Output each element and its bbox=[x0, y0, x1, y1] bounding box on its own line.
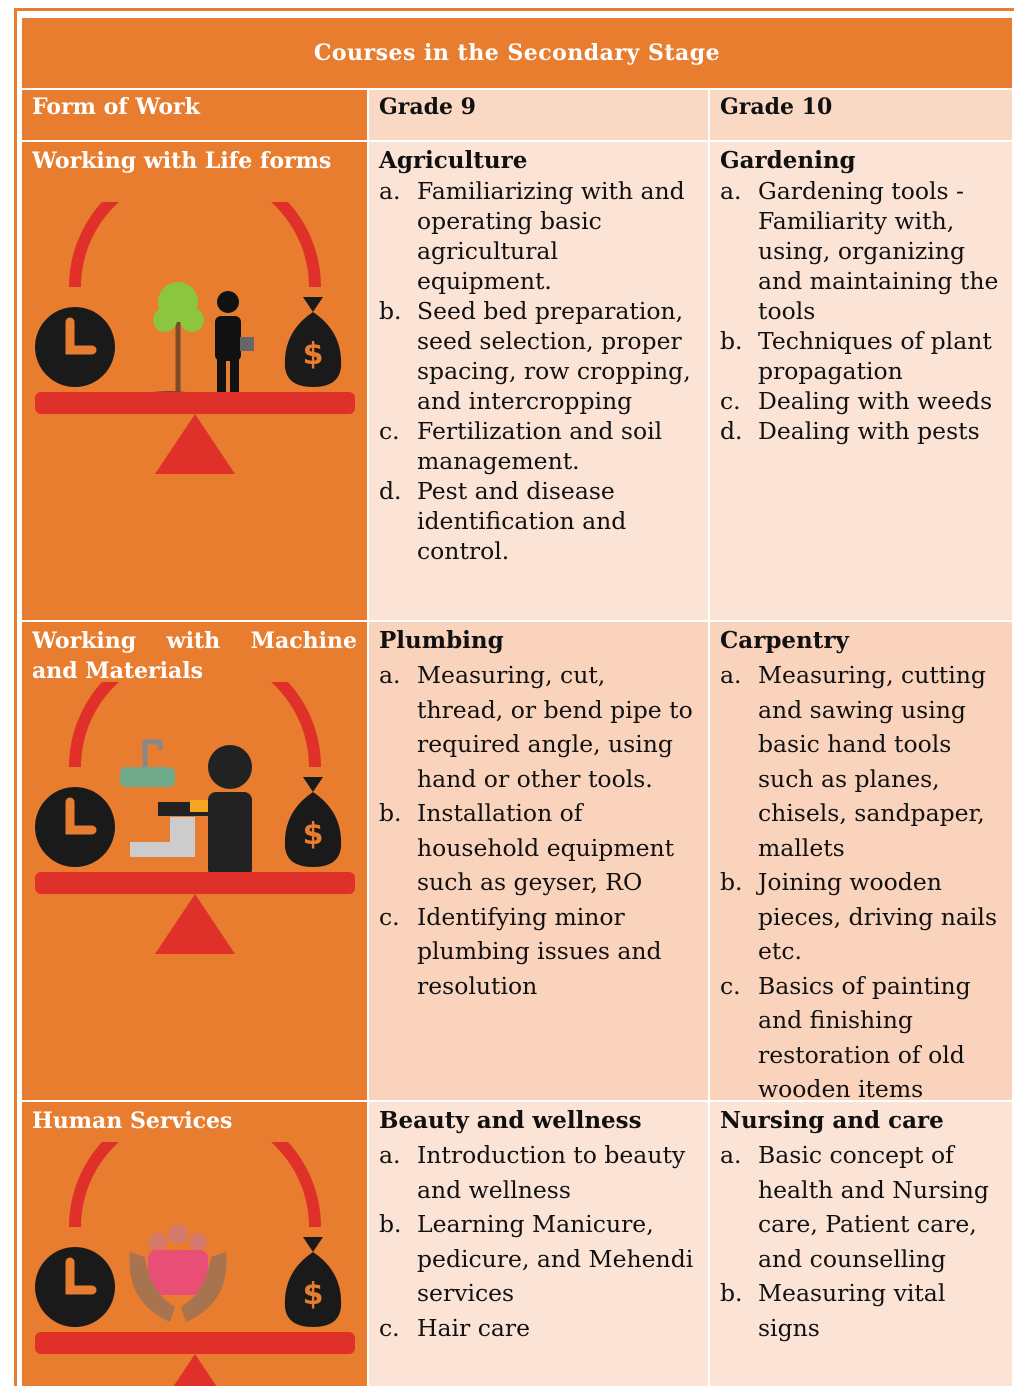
course-item: a. Measuring, cut, thread, or bend pipe t… bbox=[379, 658, 698, 796]
item-text: Seed bed preparation, seed selection, pr… bbox=[417, 297, 691, 415]
item-marker: d. bbox=[379, 477, 402, 505]
course-item: a. Gardening tools - Familiarity with, us… bbox=[720, 176, 1002, 326]
course-title: Carpentry bbox=[720, 627, 849, 654]
item-text: Gardening tools - Familiarity with, usin… bbox=[758, 177, 999, 325]
item-marker: b. bbox=[720, 327, 743, 355]
item-text: Dealing with weeds bbox=[758, 387, 993, 415]
course-item: b. Measuring vital signs bbox=[720, 1276, 1002, 1345]
course-cell: Plumbing a. Measuring, cut, thread, or ben… bbox=[369, 622, 708, 1100]
item-text: Identifying minor plumbing issues and re… bbox=[417, 902, 662, 1000]
course-item: c. Identifying minor plumbing issues and … bbox=[379, 900, 698, 1004]
item-text: Techniques of plant propagation bbox=[758, 327, 992, 385]
item-marker: c. bbox=[379, 417, 400, 445]
item-marker: b. bbox=[720, 868, 743, 896]
item-marker: b. bbox=[379, 1210, 402, 1238]
item-marker: b. bbox=[379, 799, 402, 827]
item-text: Basics of painting and finishing restora… bbox=[758, 971, 971, 1101]
form-of-work: Working with Machine and Materials $ bbox=[22, 622, 367, 1100]
item-text: Familiarizing with and operating basic a… bbox=[417, 177, 685, 295]
svg-text:$: $ bbox=[303, 337, 324, 372]
course-item: c. Dealing with weeds bbox=[720, 386, 1002, 416]
item-marker: c. bbox=[379, 902, 400, 931]
course-item: a. Measuring, cutting and sawing using ba… bbox=[720, 658, 1002, 865]
course-item: b. Seed bed preparation, seed selection, … bbox=[379, 296, 698, 416]
course-cell: Agriculture a. Familiarizing with and oper… bbox=[369, 142, 708, 620]
header-cell: Form of Work bbox=[22, 90, 367, 140]
course-item: c. Basics of painting and finishing resto… bbox=[720, 969, 1002, 1101]
svg-text:$: $ bbox=[303, 817, 324, 852]
course-cell: Beauty and wellness a. Introduction to bea… bbox=[369, 1102, 708, 1386]
course-table: Courses in the Secondary Stage Form of W… bbox=[22, 18, 1012, 1386]
course-title: Plumbing bbox=[379, 627, 504, 654]
item-marker: d. bbox=[720, 417, 743, 445]
course-title: Nursing and care bbox=[720, 1107, 944, 1134]
balance-icon: $ bbox=[35, 682, 355, 954]
course-title: Beauty and wellness bbox=[379, 1107, 642, 1134]
item-marker: a. bbox=[379, 177, 401, 205]
course-cell: Nursing and care a. Basic concept of healt… bbox=[710, 1102, 1012, 1386]
course-cell: Gardening a. Gardening tools - Familiarity… bbox=[710, 142, 1012, 620]
form-label: Working with Machine and Materials bbox=[32, 628, 357, 684]
course-item: d. Dealing with pests bbox=[720, 416, 1002, 446]
item-text: Joining wooden pieces, driving nails etc… bbox=[758, 868, 998, 965]
item-marker: a. bbox=[720, 1141, 742, 1169]
course-cell: Carpentry a. Measuring, cutting and sawing… bbox=[710, 622, 1012, 1100]
course-item: b. Joining wooden pieces, driving nails e… bbox=[720, 865, 1002, 969]
item-marker: b. bbox=[379, 297, 402, 325]
course-item: c. Fertilization and soil management. bbox=[379, 416, 698, 476]
course-item: b. Techniques of plant propagation bbox=[720, 326, 1002, 386]
item-marker: a. bbox=[720, 177, 742, 205]
svg-text:$: $ bbox=[303, 1277, 324, 1312]
item-marker: a. bbox=[720, 661, 742, 689]
table-title: Courses in the Secondary Stage bbox=[22, 18, 1012, 88]
item-marker: c. bbox=[720, 971, 741, 1000]
item-marker: a. bbox=[379, 1141, 401, 1169]
item-text: Pest and disease identification and cont… bbox=[417, 477, 627, 565]
item-text: Fertilization and soil management. bbox=[417, 417, 663, 475]
course-item: a. Familiarizing with and operating basic… bbox=[379, 176, 698, 296]
frame bbox=[14, 8, 1014, 1386]
item-text: Hair care bbox=[417, 1313, 531, 1342]
form-of-work: Human Services $ bbox=[22, 1102, 367, 1386]
item-text: Installation of household equipment such… bbox=[417, 799, 675, 896]
course-title: Gardening bbox=[720, 147, 856, 174]
item-text: Introduction to beauty and wellness bbox=[417, 1141, 686, 1204]
course-item: a. Introduction to beauty and wellness bbox=[379, 1138, 698, 1207]
balance-icon: $ bbox=[35, 202, 355, 474]
item-text: Learning Manicure, pedicure, and Mehendi… bbox=[417, 1210, 694, 1307]
item-marker: a. bbox=[379, 661, 401, 689]
form-label: Working with Life forms bbox=[32, 148, 332, 174]
item-text: Measuring vital signs bbox=[758, 1279, 946, 1342]
course-title: Agriculture bbox=[379, 147, 528, 174]
item-text: Dealing with pests bbox=[758, 417, 980, 445]
header-cell: Grade 9 bbox=[369, 90, 708, 140]
form-label: Human Services bbox=[32, 1108, 233, 1134]
course-item: b. Learning Manicure, pedicure, and Mehen… bbox=[379, 1207, 698, 1311]
form-of-work: Working with Life forms $ bbox=[22, 142, 367, 620]
course-item: b. Installation of household equipment su… bbox=[379, 796, 698, 900]
header-cell: Grade 10 bbox=[710, 90, 1012, 140]
item-marker: b. bbox=[720, 1279, 743, 1307]
item-marker: c. bbox=[379, 1313, 400, 1342]
course-item: c. Hair care bbox=[379, 1311, 698, 1346]
course-item: d. Pest and disease identification and co… bbox=[379, 476, 698, 566]
balance-icon: $ bbox=[35, 1142, 355, 1386]
course-item: a. Basic concept of health and Nursing ca… bbox=[720, 1138, 1002, 1276]
item-text: Measuring, cut, thread, or bend pipe to … bbox=[417, 661, 693, 793]
item-text: Basic concept of health and Nursing care… bbox=[758, 1141, 989, 1273]
item-text: Measuring, cutting and sawing using basi… bbox=[758, 661, 986, 862]
item-marker: c. bbox=[720, 387, 741, 415]
